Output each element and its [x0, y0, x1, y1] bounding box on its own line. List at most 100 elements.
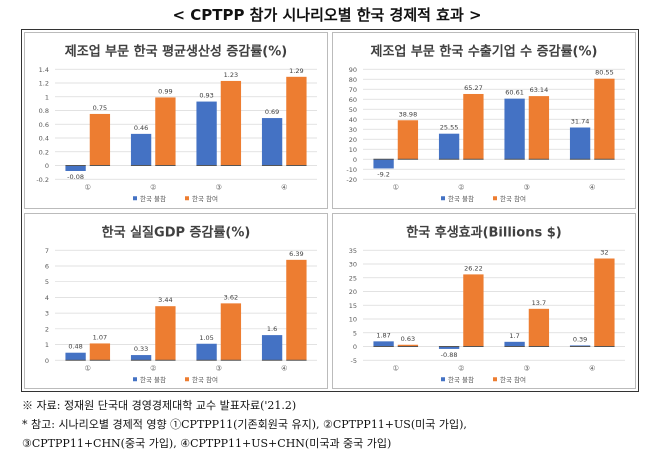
y-tick-label: -5 [351, 356, 357, 364]
legend-label: 한국 참여 [192, 374, 218, 383]
y-tick-label: 1.4 [39, 66, 49, 74]
chart-title: 한국 실질GDP 증감률(%) [102, 224, 251, 240]
data-label: 1.07 [93, 333, 107, 341]
category-label: ① [85, 183, 91, 191]
data-label: 32 [600, 248, 608, 256]
data-label: 0.75 [93, 104, 107, 112]
data-label: 13.7 [532, 298, 546, 306]
chart-welfare: 한국 후생효과(Billions $) -5 0 5 10 15 20 25 30 35 1.87 0… [332, 212, 636, 389]
data-label: 0.99 [158, 87, 172, 95]
legend-swatch [441, 376, 445, 381]
bar-not-joining [569, 344, 591, 346]
data-label: 1.23 [224, 71, 238, 79]
category-label: ④ [281, 364, 287, 372]
chart-svg: 제조업 부문 한국 수출기업 수 증감률(%) -20 -10 0 10 20 30 40 50… [346, 43, 625, 203]
chart-svg: 제조업 부문 한국 평균생산성 증감률(%) -0.2 0 0.2 0.4 0.6 0.8 1… [36, 43, 317, 203]
y-tick-label: 0.6 [39, 121, 49, 129]
y-tick-label: 50 [349, 106, 357, 114]
bar-joining [594, 258, 615, 346]
bar-joining [594, 78, 615, 160]
category-label: ④ [281, 183, 287, 191]
y-tick-label: 2 [45, 325, 49, 333]
bar-joining [220, 80, 242, 166]
y-tick-label: 0.8 [39, 107, 49, 115]
category-label: ④ [589, 364, 595, 372]
data-label: 60.61 [505, 89, 524, 97]
bar-joining [286, 259, 307, 360]
category-label: ② [458, 183, 464, 191]
y-tick-label: 70 [349, 86, 357, 94]
bar-joining [155, 305, 176, 360]
bar-joining [463, 273, 484, 346]
bar-not-joining [261, 334, 283, 360]
y-tick-label: 1 [45, 93, 49, 101]
chart-exporters: 제조업 부문 한국 수출기업 수 증감률(%) -20 -10 0 10 20 30 40 50… [332, 32, 636, 209]
data-label: 0.69 [265, 108, 279, 116]
bar-not-joining [569, 127, 591, 160]
bar-joining [528, 96, 550, 160]
data-label: 0.48 [68, 342, 82, 350]
data-label: 25.55 [440, 124, 459, 132]
category-label: ② [150, 183, 156, 191]
data-label: 1.05 [199, 333, 213, 341]
legend-label: 한국 참여 [500, 194, 526, 203]
y-tick-label: 0.4 [39, 135, 49, 143]
chart-productivity: 제조업 부문 한국 평균생산성 증감률(%) -0.2 0 0.2 0.4 0.6 0.8 1… [24, 32, 328, 209]
category-label: ③ [524, 364, 530, 372]
chart-svg: 한국 실질GDP 증감률(%) 0 1 2 3 4 5 6 7 0.48 1.07 ① 0.33 3.44… [45, 224, 317, 383]
data-label: 1.87 [376, 331, 390, 339]
legend-swatch [185, 376, 189, 381]
bar-not-joining [196, 101, 217, 166]
y-tick-label: 60 [349, 96, 357, 104]
data-label: -0.88 [441, 350, 458, 358]
y-tick-label: 5 [45, 278, 49, 286]
bar-not-joining [373, 159, 394, 169]
source-note: ※ 자료: 정재원 단국대 경영경제대학 교수 발표자료('21.2) [22, 399, 297, 412]
bar-not-joining [438, 133, 460, 160]
y-tick-label: 0.2 [39, 148, 49, 156]
y-tick-label: 20 [349, 136, 357, 144]
y-tick-label: 30 [349, 260, 357, 268]
data-label: 1.7 [509, 331, 519, 339]
y-tick-label: 10 [349, 146, 357, 154]
bar-joining [397, 344, 419, 346]
data-label: 6.39 [289, 249, 303, 257]
bar-not-joining [373, 340, 394, 346]
y-tick-label: 30 [349, 126, 357, 134]
y-tick-label: 0 [353, 156, 357, 164]
y-tick-label: 1 [45, 341, 49, 349]
bar-joining [89, 113, 111, 166]
data-label: 0.93 [199, 92, 213, 100]
legend-label: 한국 불참 [448, 374, 474, 383]
legend-label: 한국 불참 [140, 374, 166, 383]
category-label: ② [150, 364, 156, 372]
data-label: 65.27 [464, 84, 483, 92]
data-label: 63.14 [530, 86, 549, 94]
legend-label: 한국 참여 [192, 194, 218, 203]
category-label: ① [85, 364, 91, 372]
notes: ※ 자료: 정재원 단국대 경영경제대학 교수 발표자료('21.2) * 참고… [22, 396, 467, 453]
data-label: 31.74 [571, 118, 590, 126]
legend-label: 한국 불참 [140, 194, 166, 203]
data-label: 0.46 [134, 124, 148, 132]
legend-swatch [185, 196, 189, 201]
bar-not-joining [130, 354, 152, 360]
reference-note-2: ③CPTPP11+CHN(중국 가입), ④CPTPP11+US+CHN(미국과… [22, 437, 392, 450]
y-tick-label: -20 [346, 176, 357, 184]
y-tick-label: 35 [349, 246, 357, 254]
y-tick-label: 1.2 [39, 80, 49, 88]
data-label: 0.33 [134, 345, 148, 353]
data-label: -9.2 [377, 170, 390, 178]
chart-title: 제조업 부문 한국 평균생산성 증감률(%) [65, 43, 287, 59]
chart-svg: 한국 후생효과(Billions $) -5 0 5 10 15 20 25 30 35 1.87 0… [349, 224, 625, 383]
y-tick-label: -0.2 [36, 176, 49, 184]
page-title: < CPTPP 참가 시나리오별 한국 경제적 효과 > [172, 6, 482, 24]
legend-swatch [493, 196, 497, 201]
y-tick-label: 90 [349, 66, 357, 74]
bar-not-joining [196, 343, 217, 360]
legend-label: 한국 참여 [500, 374, 526, 383]
legend-swatch [133, 196, 137, 201]
bar-not-joining [65, 165, 86, 171]
category-label: ④ [589, 183, 595, 191]
data-label: 3.44 [158, 296, 172, 304]
